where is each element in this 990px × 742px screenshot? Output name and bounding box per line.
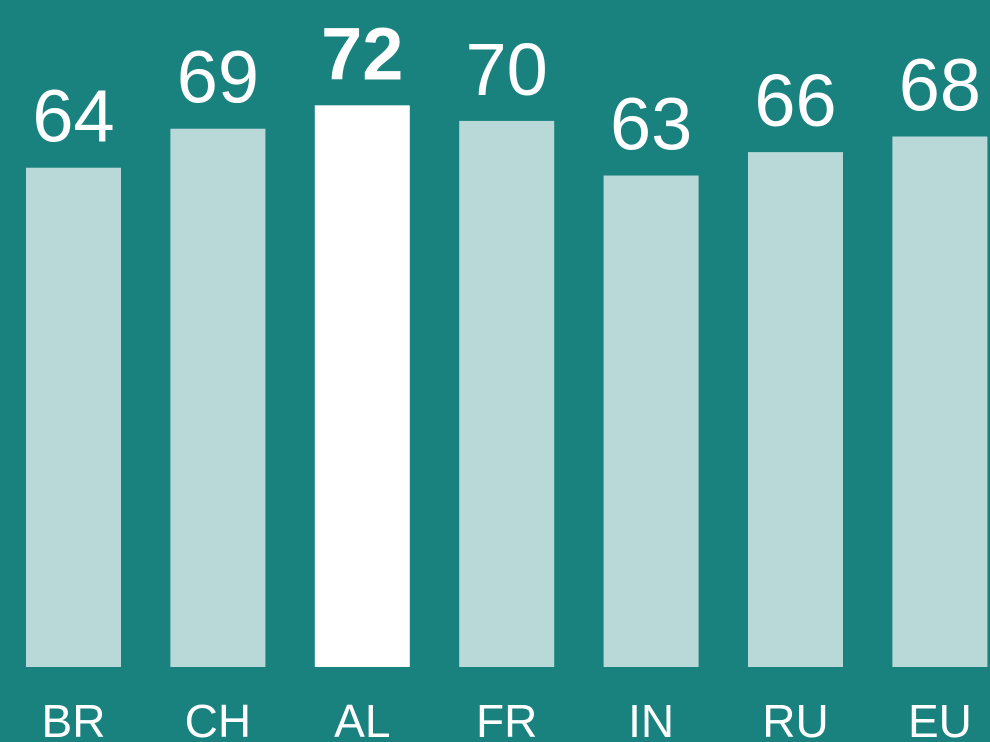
x-tick-label: CH — [185, 695, 251, 742]
value-label: 70 — [466, 28, 548, 111]
value-label: 69 — [177, 36, 259, 119]
x-tick-label: FR — [476, 695, 537, 742]
x-tick-label: AL — [334, 695, 390, 742]
value-label: 63 — [610, 83, 692, 166]
x-tick-label: EU — [908, 695, 972, 742]
bar — [170, 128, 266, 667]
value-label: 72 — [321, 12, 403, 95]
x-tick-label: RU — [762, 695, 828, 742]
bar — [459, 120, 555, 667]
x-tick-label: BR — [42, 695, 106, 742]
bar — [748, 152, 843, 667]
value-label: 68 — [899, 44, 981, 127]
bar — [603, 175, 699, 668]
value-label: 64 — [32, 75, 114, 158]
value-label: 66 — [754, 59, 836, 142]
x-tick-label: IN — [628, 695, 674, 742]
bar — [314, 105, 410, 667]
bar — [892, 136, 988, 668]
bar — [26, 167, 121, 667]
